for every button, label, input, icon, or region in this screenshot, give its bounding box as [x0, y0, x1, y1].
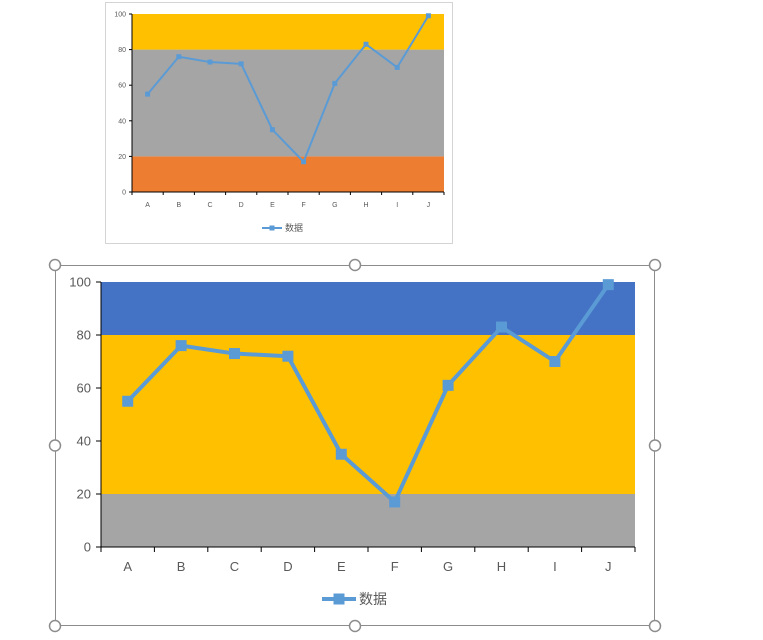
resize-handle[interactable] [48, 439, 62, 452]
x-tick-label: B [177, 559, 186, 574]
data-point-A[interactable] [145, 91, 151, 97]
resize-handle[interactable] [348, 258, 362, 272]
data-point-E[interactable] [269, 127, 275, 133]
band-2 [101, 282, 635, 335]
data-point-H[interactable] [363, 41, 369, 47]
resize-handle[interactable] [48, 258, 62, 272]
y-tick-label: 40 [77, 434, 91, 449]
band-1 [132, 49, 444, 157]
y-tick-label: 100 [114, 11, 126, 18]
chart-1-plot: 0 20 40 60 80 100 A B C D E F G H I J 数据 [114, 11, 445, 233]
legend-label[interactable]: 数据 [285, 222, 303, 233]
data-point-G[interactable] [332, 80, 338, 86]
data-point-B[interactable] [176, 54, 182, 60]
y-tick-label: 60 [77, 381, 91, 396]
y-tick-label: 0 [84, 540, 91, 555]
legend-marker [269, 225, 275, 231]
series-line[interactable] [126, 283, 610, 504]
band-2 [132, 14, 444, 50]
resize-handle[interactable] [48, 619, 62, 633]
x-tick-label: H [497, 559, 506, 574]
data-point-B[interactable] [175, 340, 187, 352]
data-point-D[interactable] [282, 350, 294, 362]
data-point-J[interactable] [602, 279, 614, 291]
x-tick-label: C [230, 559, 239, 574]
data-point-C[interactable] [229, 348, 240, 360]
x-tick-label: G [443, 559, 453, 574]
data-point-G[interactable] [442, 379, 454, 391]
x-tick-label: J [427, 202, 431, 209]
resize-handle[interactable] [348, 619, 362, 633]
x-tick-label: B [176, 202, 181, 209]
x-tick-label: G [332, 202, 337, 209]
data-point-I[interactable] [394, 64, 400, 70]
x-tick-label: I [553, 559, 557, 574]
y-tick-label: 60 [118, 83, 126, 90]
x-tick-label: E [270, 202, 275, 209]
data-point-I[interactable] [549, 356, 561, 367]
x-tick-label: H [363, 202, 368, 209]
data-point-D[interactable] [238, 61, 244, 67]
resize-handle[interactable] [648, 258, 662, 272]
y-tick-label: 20 [77, 487, 91, 502]
x-tick-label: C [207, 202, 212, 209]
data-point-A[interactable] [122, 395, 134, 407]
resize-handle[interactable] [648, 439, 662, 452]
x-tick-label: J [605, 559, 612, 574]
y-tick-label: 20 [118, 154, 126, 161]
band-0 [132, 156, 444, 192]
x-tick-label: F [301, 202, 305, 209]
data-point-C[interactable] [207, 59, 213, 65]
data-point-F[interactable] [389, 496, 401, 508]
data-point-H[interactable] [496, 321, 507, 333]
x-tick-label: D [239, 202, 244, 209]
chart-2-plot: 0 20 40 60 80 100 A B C D E F G H I J 数据 [69, 275, 636, 607]
x-tick-label: F [391, 559, 399, 574]
legend-marker [333, 593, 345, 605]
data-point-F[interactable] [301, 159, 307, 165]
y-tick-label: 80 [118, 47, 126, 54]
x-tick-label: A [123, 559, 132, 574]
legend-label[interactable]: 数据 [359, 591, 387, 607]
x-tick-label: E [337, 559, 346, 574]
y-tick-label: 0 [122, 189, 126, 196]
resize-handle[interactable] [648, 619, 662, 633]
x-tick-label: I [396, 202, 398, 209]
y-tick-label: 80 [77, 328, 91, 343]
y-tick-label: 100 [69, 275, 91, 290]
x-tick-label: D [283, 559, 292, 574]
data-point-J[interactable] [425, 13, 431, 19]
band-1 [101, 335, 635, 494]
x-tick-label: A [145, 202, 150, 209]
data-point-E[interactable] [335, 448, 347, 460]
y-tick-label: 40 [118, 118, 126, 125]
series-line[interactable] [146, 15, 430, 163]
band-0 [101, 494, 635, 547]
